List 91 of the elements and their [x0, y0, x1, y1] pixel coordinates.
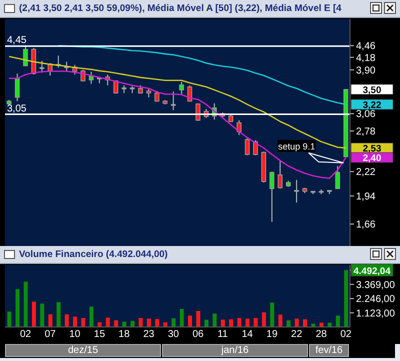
bar [286, 320, 291, 327]
bar [89, 306, 94, 327]
x-tick-label: 28 [316, 329, 328, 340]
bar [130, 320, 135, 327]
bar [262, 312, 266, 327]
x-tick-label: 30 [168, 329, 180, 340]
bar [56, 302, 61, 327]
bar [336, 316, 340, 327]
y-tick-label: 1,66 [356, 220, 376, 231]
candlestick [236, 120, 242, 136]
candlestick [179, 81, 184, 96]
bar [146, 318, 151, 327]
y-tick-label: 1.123,00 [356, 308, 396, 320]
candlestick [80, 69, 86, 82]
bar [311, 324, 316, 327]
y-tick-label: 2.246,00 [356, 294, 396, 306]
y-tick-label: 4,46 [356, 41, 376, 52]
bar [106, 318, 110, 327]
ref-line-label: 4,45 [7, 35, 27, 46]
y-tick-label: 2,22 [356, 167, 376, 178]
x-tick-label: 22 [291, 329, 303, 340]
annotation: setup 9.1 [278, 141, 316, 152]
bar [196, 310, 200, 327]
bar [180, 308, 184, 327]
bar [16, 289, 20, 327]
bar [114, 320, 118, 327]
bar [172, 318, 176, 327]
x-tick-label: 15 [94, 329, 106, 340]
bar [237, 318, 242, 327]
bar [278, 314, 282, 327]
x-tick-label: 06 [192, 329, 204, 340]
chart-title: (2,41 3,50 2,41 3,50 59,09%), Média Móvel A [50] (3,22), Média Móvel E [4 [19, 3, 342, 14]
x-tick-label: 19 [266, 329, 278, 340]
bar [344, 270, 348, 327]
bar [212, 314, 217, 327]
chart-title: Volume Financeiro (4.492.044,00) [19, 249, 168, 260]
x-tick-label: 02 [340, 329, 352, 340]
y-tick-label: 1,94 [356, 191, 376, 202]
text: 3,50 [362, 84, 382, 96]
bar [7, 312, 12, 327]
y-tick-label: 3.369,00 [356, 280, 396, 291]
x-tick-label: 11 [217, 329, 228, 340]
data-label: 3,22 [362, 100, 382, 111]
bar [270, 302, 274, 327]
bar [73, 316, 78, 327]
bar [294, 318, 299, 327]
bar [220, 320, 225, 327]
y-tick-label: 4,18 [356, 52, 376, 64]
x-tick-label: 07 [44, 329, 56, 340]
bar [122, 322, 126, 327]
candlestick [335, 165, 340, 190]
data-label: 2,40 [362, 153, 382, 164]
candlestick [270, 171, 274, 222]
x-tick-label: 18 [118, 329, 130, 340]
y-tick-label: 3,90 [356, 65, 376, 76]
bar [303, 319, 308, 327]
candlestick [170, 90, 176, 111]
text: jan/16 [162, 344, 308, 357]
bar [40, 304, 44, 327]
bar [254, 318, 258, 327]
y-tick-label: 2,78 [356, 126, 376, 138]
bar [48, 314, 52, 327]
bar [138, 318, 143, 327]
bar [319, 322, 324, 327]
x-tick-label: 14 [242, 329, 254, 340]
candlestick [294, 179, 299, 204]
ref-line-label: 3,05 [7, 103, 27, 114]
text: fev/16 [309, 344, 349, 357]
bar [246, 318, 250, 327]
bar [32, 302, 36, 327]
candlestick [244, 138, 250, 156]
y-tick-label: 3,06 [356, 109, 376, 120]
x-tick-label: 23 [143, 329, 155, 340]
bar [155, 319, 160, 327]
y-tick-label: 4.492,04 [354, 266, 392, 278]
bar [229, 319, 234, 327]
bar [24, 282, 28, 327]
bar [188, 316, 192, 327]
candlestick [88, 71, 94, 84]
text: dez/15 [5, 344, 161, 357]
bar [204, 320, 208, 327]
x-tick-label: 10 [69, 329, 81, 340]
bar [328, 322, 332, 327]
x-tick-label: 02 [20, 329, 32, 340]
line-series [58, 45, 347, 106]
bar [81, 318, 86, 327]
candlestick [14, 73, 20, 102]
bar [64, 314, 69, 327]
candlestick [253, 140, 258, 156]
candlestick [278, 160, 283, 190]
data-label: 2,53 [362, 143, 382, 154]
